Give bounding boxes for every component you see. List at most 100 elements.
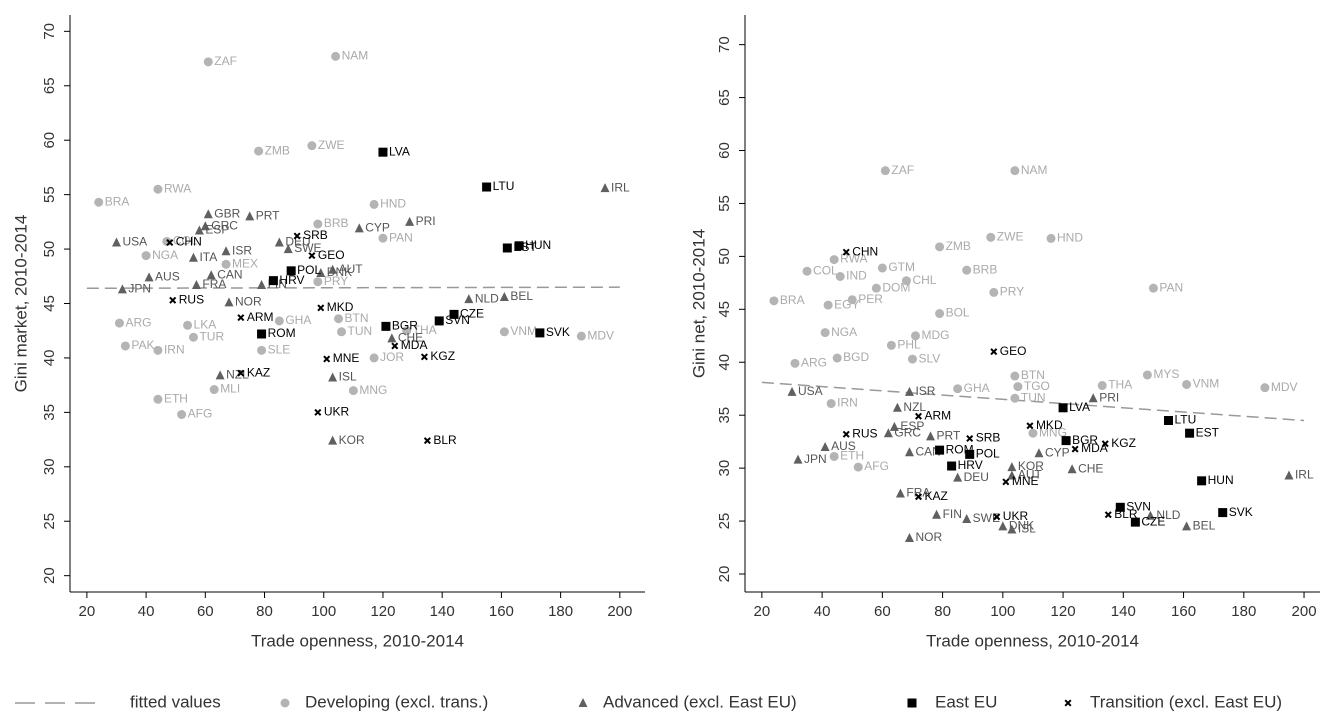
- point-label: SVN: [445, 313, 470, 327]
- y-tick-label: 55: [716, 195, 733, 212]
- point-label: MDV: [587, 328, 614, 342]
- legend-swatch: [578, 698, 588, 707]
- point: [354, 223, 364, 233]
- point: [188, 332, 198, 342]
- point: [434, 316, 444, 326]
- point-label: EST: [1196, 425, 1220, 439]
- point-label: POL: [976, 447, 1000, 461]
- x-tick-label: 160: [489, 603, 514, 620]
- x-tick-label: 160: [1171, 603, 1196, 620]
- point: [221, 259, 231, 269]
- point: [117, 284, 127, 294]
- point: [842, 248, 850, 256]
- point: [257, 329, 267, 339]
- y-tick-label: 60: [41, 132, 58, 149]
- point: [215, 370, 225, 380]
- point-label: COL: [173, 234, 198, 248]
- point: [1284, 470, 1294, 480]
- point: [904, 447, 914, 457]
- y-tick-label: 40: [41, 350, 58, 367]
- point: [914, 412, 923, 420]
- legend-swatch: [280, 698, 290, 708]
- legend-swatch: [907, 698, 917, 708]
- point: [334, 314, 344, 324]
- point-label: MNG: [359, 383, 387, 397]
- point-label: HUN: [1208, 473, 1234, 487]
- point: [1182, 521, 1192, 531]
- point-label: MNE: [1012, 474, 1039, 488]
- point-label: MDA: [401, 338, 428, 352]
- point: [482, 182, 492, 192]
- point-label: HUN: [525, 238, 551, 252]
- point-label: PRI: [416, 214, 436, 228]
- point: [194, 225, 204, 235]
- point-label: ZWE: [318, 138, 345, 152]
- point: [904, 386, 914, 396]
- point: [1010, 393, 1020, 403]
- point-label: IND: [846, 269, 867, 283]
- point: [328, 435, 338, 445]
- point: [405, 216, 415, 226]
- point: [966, 434, 974, 442]
- point: [153, 394, 163, 404]
- point-label: TGO: [1024, 379, 1050, 393]
- y-tick-label: 20: [716, 566, 733, 583]
- point: [935, 309, 945, 319]
- point-label: PRT: [937, 429, 961, 443]
- y-tick-label: 40: [716, 354, 733, 371]
- point: [793, 454, 803, 464]
- point-label: ZMB: [946, 239, 971, 253]
- point: [1142, 370, 1152, 380]
- x-tick-label: 200: [607, 603, 632, 620]
- point: [823, 300, 833, 310]
- point-label: LVA: [389, 144, 410, 158]
- point: [1185, 428, 1195, 438]
- point: [1067, 464, 1077, 474]
- point: [1182, 379, 1192, 389]
- point-label: KAZ: [247, 365, 270, 379]
- point: [153, 184, 163, 194]
- point: [94, 197, 104, 207]
- point-label: CZE: [460, 307, 484, 321]
- point: [499, 327, 509, 337]
- point-label: VNM: [1193, 377, 1220, 391]
- point: [286, 266, 296, 276]
- point: [935, 445, 945, 455]
- point: [1028, 428, 1038, 438]
- point: [1097, 381, 1107, 391]
- point-label: CHE: [398, 331, 423, 345]
- point: [209, 385, 219, 395]
- point-label: SRB: [976, 431, 1001, 445]
- x-tick-label: 100: [990, 603, 1015, 620]
- point: [895, 488, 905, 498]
- point: [871, 283, 881, 293]
- y-tick-label: 35: [716, 407, 733, 424]
- point: [901, 276, 911, 286]
- point-label: KGZ: [1111, 436, 1136, 450]
- point-label: UKR: [1003, 509, 1029, 523]
- point: [962, 265, 972, 275]
- point: [391, 342, 399, 350]
- point: [313, 219, 323, 229]
- point-label: COL: [813, 263, 838, 277]
- point-label: RWA: [164, 181, 191, 195]
- point: [206, 270, 216, 280]
- x-axis-title: Trade openness, 2010-2014: [926, 631, 1139, 650]
- x-tick-label: 80: [934, 603, 951, 620]
- point: [953, 384, 963, 394]
- point-label: SVK: [1229, 505, 1253, 519]
- point: [802, 266, 812, 276]
- point: [499, 291, 509, 301]
- point: [177, 410, 187, 420]
- point-label: AUT: [339, 262, 364, 276]
- point: [328, 264, 338, 274]
- point: [1010, 166, 1020, 176]
- point-label: PER: [858, 292, 883, 306]
- point-label: SRB: [303, 228, 328, 242]
- point-label: BLR: [1114, 507, 1138, 521]
- point-label: BTN: [1021, 368, 1045, 382]
- point: [307, 141, 317, 151]
- point: [1013, 382, 1023, 392]
- point: [144, 272, 154, 282]
- point: [835, 272, 845, 282]
